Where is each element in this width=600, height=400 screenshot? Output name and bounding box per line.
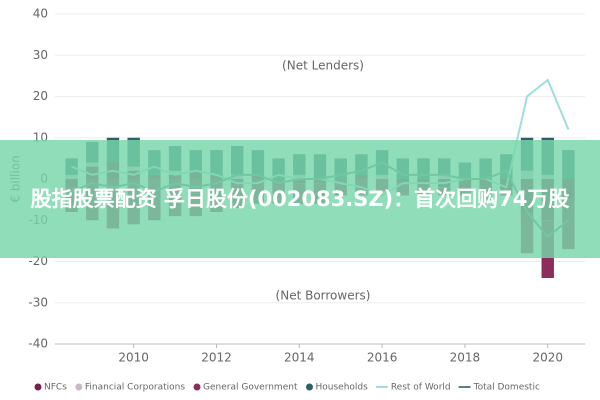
x-tick-label: 2010 bbox=[118, 351, 149, 365]
x-tick-label: 2020 bbox=[532, 351, 563, 365]
y-tick-label: 30 bbox=[33, 48, 48, 62]
legend-swatch bbox=[34, 383, 42, 391]
annotation: (Net Lenders) bbox=[282, 59, 364, 73]
legend-label: Financial Corporations bbox=[85, 383, 185, 393]
y-tick-label: -40 bbox=[28, 337, 48, 351]
legend-label: Total Domestic bbox=[473, 383, 540, 393]
legend-swatch bbox=[193, 383, 201, 391]
x-tick-label: 2018 bbox=[450, 351, 481, 365]
legend-swatch bbox=[75, 383, 83, 391]
legend-label: NFCs bbox=[44, 383, 67, 393]
legend-swatch bbox=[305, 383, 313, 391]
y-tick-label: -30 bbox=[28, 295, 48, 309]
x-tick-label: 2014 bbox=[284, 351, 315, 365]
x-tick-label: 2012 bbox=[201, 351, 232, 365]
banner-title: 股指股票配资 孚日股份(002083.SZ)：首次回购74万股 bbox=[30, 187, 570, 211]
y-tick-label: 40 bbox=[33, 7, 48, 21]
legend-label: General Government bbox=[203, 383, 298, 393]
annotation: (Net Borrowers) bbox=[276, 289, 371, 303]
banner: 股指股票配资 孚日股份(002083.SZ)：首次回购74万股 bbox=[0, 140, 600, 258]
y-tick-label: 20 bbox=[33, 89, 48, 103]
x-tick-label: 2016 bbox=[367, 351, 398, 365]
legend-label: Rest of World bbox=[391, 383, 451, 393]
legend-label: Households bbox=[315, 383, 368, 393]
